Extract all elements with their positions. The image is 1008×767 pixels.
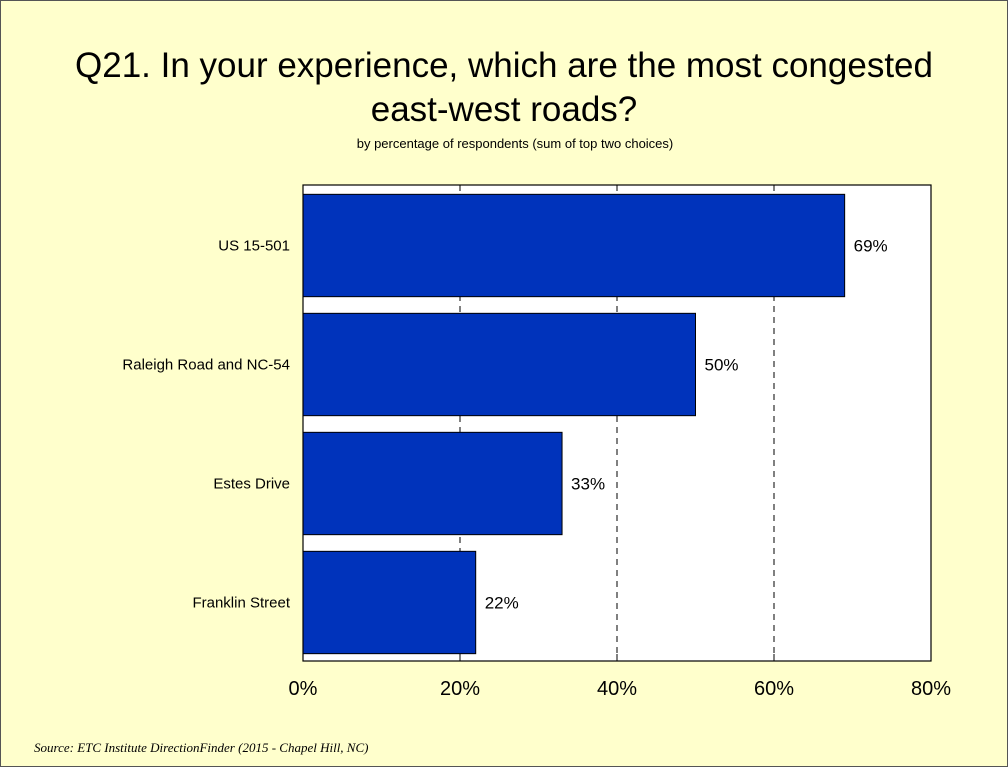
x-tick-label: 0% [289, 678, 318, 700]
bar [302, 550, 477, 655]
category-label: Estes Drive [213, 476, 290, 493]
chart-title-line-1: Q21. In your experience, which are the m… [75, 46, 933, 85]
bar [302, 312, 696, 417]
chart-title-line-2: east-west roads? [370, 90, 638, 129]
bar [302, 431, 563, 536]
category-label: Franklin Street [192, 595, 290, 612]
bar [302, 193, 846, 298]
x-tick-label: 20% [440, 678, 480, 700]
source-note: Source: ETC Institute DirectionFinder (2… [34, 740, 369, 755]
category-label: US 15-501 [218, 238, 290, 255]
x-tick-label: 40% [597, 678, 637, 700]
data-label: 33% [571, 475, 605, 494]
data-label: 22% [485, 594, 519, 613]
bar-chart: 69% US 15-501 50% Raleigh Road and NC-54 33%… [122, 184, 951, 700]
x-tick-label: 60% [754, 678, 794, 700]
plot-area: 69% US 15-501 50% Raleigh Road and NC-54 33%… [122, 184, 951, 700]
data-label: 50% [705, 356, 739, 375]
data-label: 69% [854, 237, 888, 256]
chart-title: Q21. In your experience, which are the m… [0, 44, 1008, 132]
category-label: Raleigh Road and NC-54 [122, 357, 290, 374]
x-tick-label: 80% [911, 678, 951, 700]
chart-subtitle: by percentage of respondents (sum of top… [356, 136, 674, 151]
